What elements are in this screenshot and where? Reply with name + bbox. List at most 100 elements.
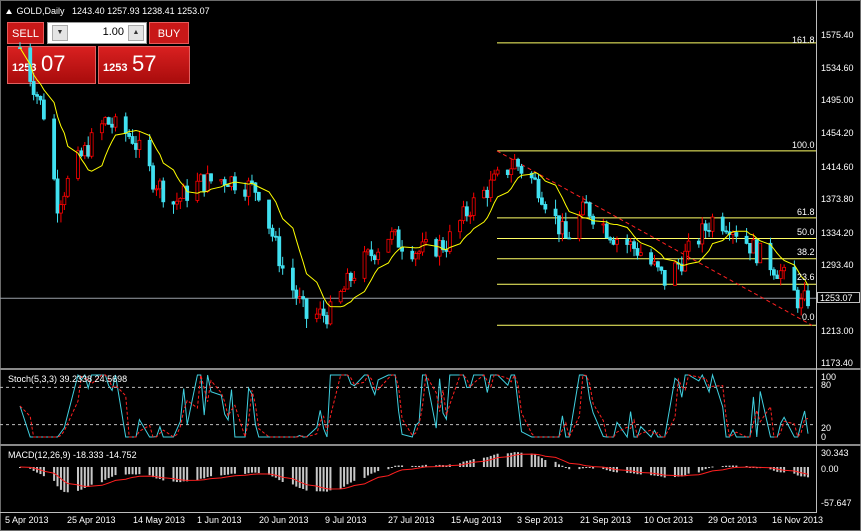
buy-button[interactable]: BUY [149,22,189,44]
macd-histogram-bar [326,467,329,492]
candle-body [157,180,162,190]
candle-body [297,296,302,299]
candle-body [294,289,299,299]
buy-quote[interactable]: 1253 57 [98,46,190,84]
candle-body [41,99,46,120]
macd-histogram-bar [196,467,199,481]
candle-body [758,242,763,264]
macd-scale: 0.00 [821,464,839,474]
candle-body [724,230,729,233]
macd-histogram-bar [585,467,588,468]
macd-histogram-bar [111,467,114,477]
candle-body [417,251,422,254]
macd-histogram-bar [87,467,90,487]
candle-body [700,223,705,245]
macd-histogram-bar [796,467,799,476]
price-tick: 1454.20 [821,128,854,138]
macd-histogram-bar [148,467,151,476]
candle-body [567,237,572,240]
macd-histogram-bar [418,465,421,467]
candle-body [509,168,514,175]
macd-histogram-bar [100,467,103,483]
candle-body [185,185,190,201]
candle-body [65,178,70,197]
candle-body [62,195,67,206]
candle-body [516,158,520,167]
candle-body [625,239,630,245]
macd-histogram-bar [656,467,659,477]
candle-body [519,165,524,174]
macd-histogram-bar [650,467,653,476]
candle-body [338,291,343,303]
macd-histogram-bar [305,467,308,491]
candle-body [482,189,486,199]
candle-body [366,249,370,253]
candle-body [734,232,739,237]
candle-body [321,308,326,316]
candle-body [410,250,415,260]
candle-body [369,249,374,257]
macd-histogram-bar [227,467,230,475]
candle-body [540,197,544,205]
macd-histogram-bar [701,467,704,471]
candle-body [420,241,425,253]
macd-histogram-bar [534,454,537,467]
pane-separator[interactable] [0,444,861,446]
lot-size-value[interactable]: 1.00 [102,26,124,38]
candle-body [222,179,227,186]
candle-body [147,139,152,167]
candle-body [86,145,91,157]
price-tick: 1495.00 [821,95,854,105]
macd-histogram-bar [537,456,540,467]
macd-histogram-bar [363,467,366,478]
candle-body [424,239,428,243]
candle-body [471,197,476,216]
candle-body [270,227,275,237]
macd-histogram-bar [602,467,605,470]
candle-body [154,188,159,191]
candle-body [99,123,104,134]
pane-separator[interactable] [0,368,861,370]
macd-histogram-bar [53,467,56,481]
symbol-timeframe: GOLD,Daily [16,6,65,16]
candle-body [250,180,254,184]
candle-body [577,214,582,239]
stoch-main-line [19,373,809,439]
date-tick: 10 Oct 2013 [644,515,694,525]
candle-body [137,139,142,150]
macd-histogram-bar [370,467,373,474]
candle-body [345,272,350,290]
candle-body [205,173,210,192]
macd-histogram-bar [172,467,175,482]
candle-body [82,145,87,157]
fib-level-label: 161.8 [792,35,815,45]
lot-increase-button[interactable]: ▲ [128,25,144,41]
sell-quote[interactable]: 1253 07 [7,46,96,84]
candle-body [560,221,565,235]
candle-body [529,172,534,179]
candle-body [638,252,643,256]
lot-size-field[interactable]: ▼ 1.00 ▲ [47,22,147,44]
sell-button[interactable]: SELL [7,22,44,44]
macd-histogram-bar [783,467,786,473]
candle-body [488,179,493,198]
macd-histogram-bar [469,460,472,467]
candle-body [628,241,633,245]
candle-body [601,223,606,226]
candle-body [464,206,469,217]
macd-histogram-bar [114,467,117,476]
macd-histogram-bar [366,467,369,476]
candle-body [103,117,108,125]
chart-header: GOLD,Daily 1243.40 1257.93 1238.41 1253.… [6,6,210,16]
lot-decrease-button[interactable]: ▼ [52,25,68,41]
macd-scale: 30.343 [821,448,849,458]
macd-histogram-bar [660,467,663,477]
macd-histogram-bar [554,461,557,467]
macd-scale: -57.647 [821,498,852,508]
buy-quote-pips: 57 [132,51,157,76]
macd-histogram-bar [510,452,513,467]
candle-body [543,204,548,210]
macd-histogram-bar [128,467,131,475]
